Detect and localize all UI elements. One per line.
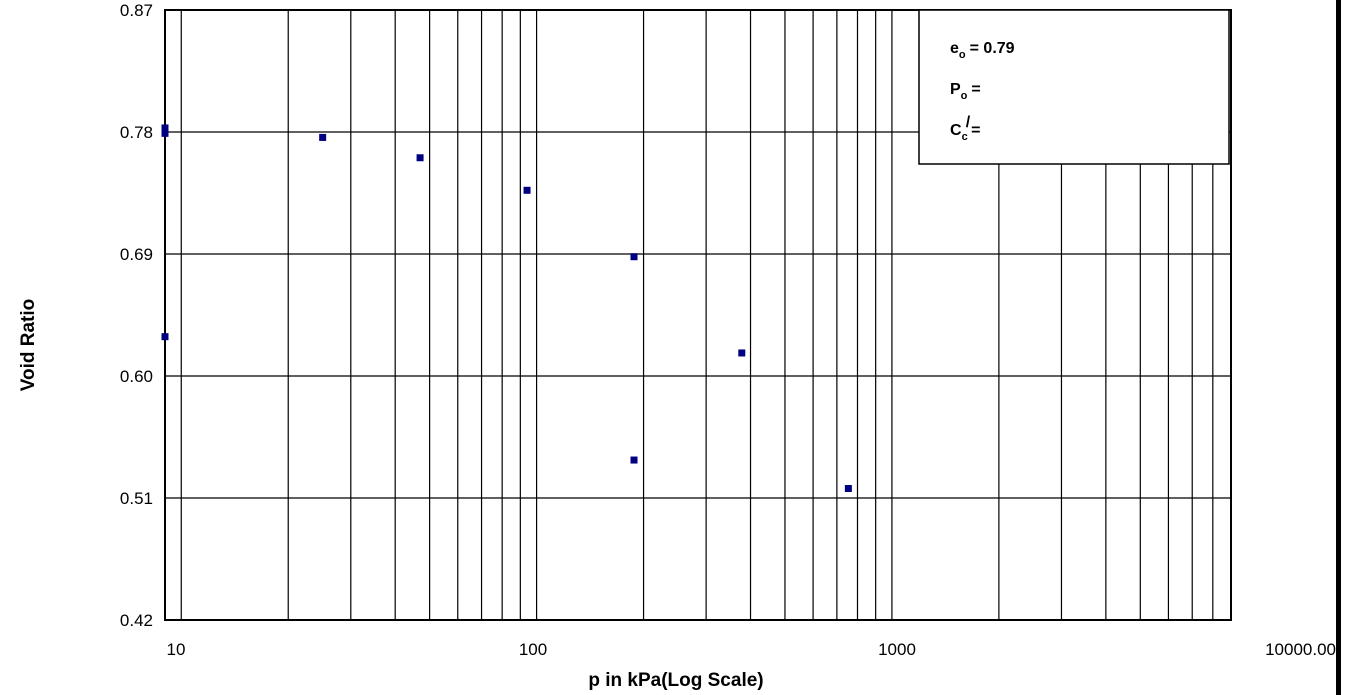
- legend-frame: [918, 9, 1230, 165]
- legend-e0-value: = 0.79: [970, 40, 1015, 57]
- x-axis-title: p in kPa(Log Scale): [588, 670, 763, 691]
- data-point: [630, 456, 638, 464]
- legend-p0-row: Po =: [950, 81, 981, 102]
- legend-cc-superscript: /: [966, 114, 971, 131]
- legend-p0-symbol: P: [950, 81, 961, 98]
- x-axis-ticks: 10 100 1000 10000.00: [167, 640, 1336, 659]
- legend-e0-subscript: o: [959, 49, 966, 61]
- x-tick-label: 100: [519, 640, 547, 659]
- data-point: [630, 253, 638, 261]
- x-tick-label: 1000: [878, 640, 916, 659]
- legend-cc-subscript: c: [962, 131, 968, 143]
- y-tick-label: 0.60: [120, 367, 153, 386]
- data-point: [844, 485, 852, 493]
- legend-cc-symbol: C: [950, 122, 962, 139]
- grid: [165, 10, 1231, 620]
- y-axis-title: Void Ratio: [18, 299, 39, 392]
- legend-cc-row: Cc/=: [950, 114, 980, 143]
- legend-p0-value: =: [971, 81, 980, 98]
- data-point: [523, 186, 531, 194]
- data-point: [161, 333, 169, 341]
- y-tick-label: 0.42: [120, 611, 153, 630]
- legend-p0-subscript: o: [961, 90, 968, 102]
- y-axis-ticks: 0.42 0.51 0.60 0.69 0.78 0.87: [120, 1, 153, 630]
- legend-e0-symbol: e: [950, 40, 959, 57]
- x-tick-label: 10: [167, 640, 186, 659]
- y-tick-label: 0.51: [120, 489, 153, 508]
- plot-frame: [164, 9, 1232, 621]
- legend-e0-row: eo = 0.79: [950, 40, 1015, 61]
- legend-cc-value: =: [971, 122, 980, 139]
- right-edge-bar: [1336, 0, 1341, 695]
- y-tick-label: 0.69: [120, 245, 153, 264]
- x-tick-label: 10000.00: [1265, 640, 1336, 659]
- data-points: [161, 124, 852, 493]
- y-tick-label: 0.87: [120, 1, 153, 20]
- data-point: [161, 129, 169, 137]
- legend-box: eo = 0.79 Po = Cc/=: [918, 9, 1230, 165]
- data-point: [319, 133, 327, 141]
- data-point: [161, 124, 169, 132]
- data-point: [738, 349, 746, 357]
- y-tick-label: 0.78: [120, 123, 153, 142]
- data-point: [416, 154, 424, 162]
